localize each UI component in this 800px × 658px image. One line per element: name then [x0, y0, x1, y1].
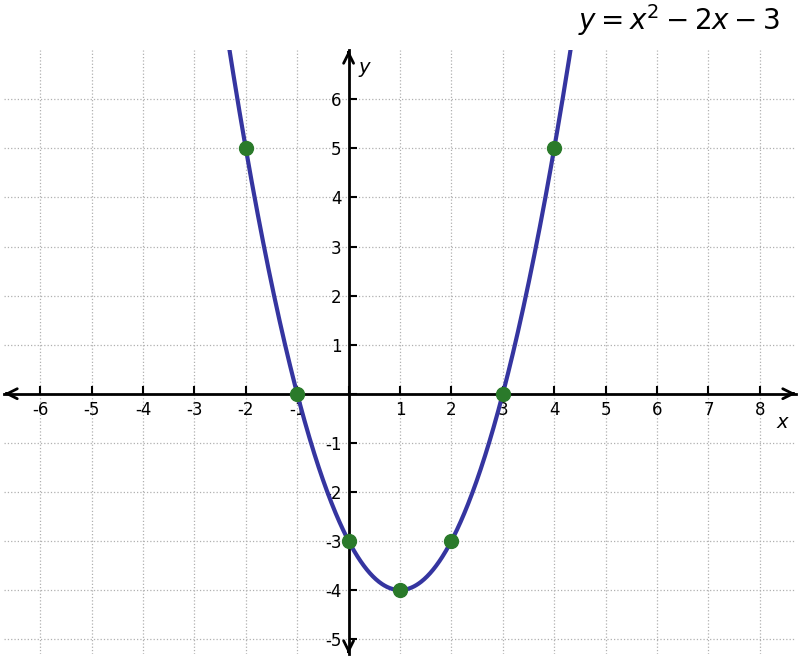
Text: x: x [777, 413, 788, 432]
Point [290, 388, 303, 399]
Point [548, 143, 561, 153]
Point [342, 536, 355, 546]
Text: $y = x^2 - 2x - 3$: $y = x^2 - 2x - 3$ [578, 2, 780, 38]
Point [445, 536, 458, 546]
Point [394, 585, 406, 595]
Point [239, 143, 252, 153]
Point [497, 388, 510, 399]
Text: y: y [359, 57, 370, 76]
